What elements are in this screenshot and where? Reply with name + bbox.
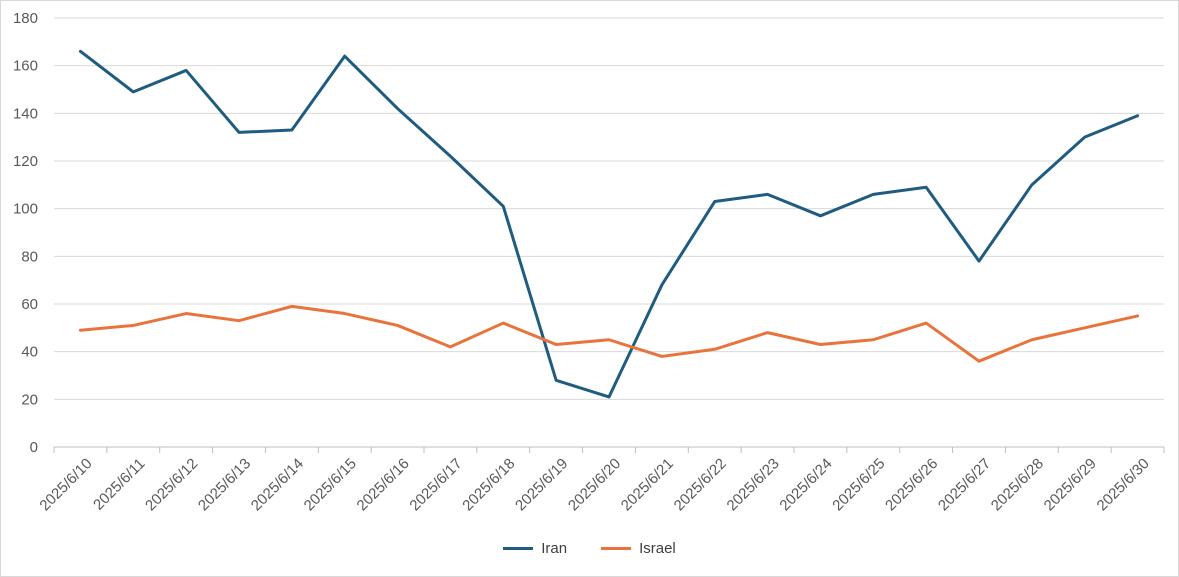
- x-tick-label: 2025/6/14: [248, 455, 307, 514]
- x-tick-label: 2025/6/13: [195, 455, 254, 514]
- x-tick-label: 2025/6/11: [90, 455, 148, 513]
- y-tick-label: 60: [21, 296, 38, 313]
- x-tick-label: 2025/6/24: [776, 455, 835, 514]
- series-line-israel: [78, 304, 1140, 363]
- series-line-iran: [78, 49, 1140, 399]
- y-tick-label: 40: [21, 344, 38, 361]
- series-lines: [78, 49, 1140, 399]
- y-tick-label: 100: [13, 201, 38, 218]
- x-tick-label: 2025/6/23: [724, 455, 783, 514]
- x-axis: 2025/6/102025/6/112025/6/122025/6/132025…: [36, 447, 1165, 514]
- legend-label-israel: Israel: [639, 540, 676, 557]
- y-axis: 0 20 40 60 80 100 120 140 160 180: [13, 10, 38, 456]
- legend-label-iran: Iran: [541, 540, 568, 557]
- x-tick-label: 2025/6/25: [829, 455, 888, 514]
- y-tick-label: 0: [30, 439, 38, 456]
- y-tick-label: 20: [21, 391, 38, 408]
- legend-swatch-iran: [503, 547, 534, 550]
- x-tick-label: 2025/6/17: [406, 455, 465, 514]
- y-tick-label: 80: [21, 248, 38, 265]
- x-tick-label: 2025/6/16: [354, 455, 413, 514]
- legend-item-iran: Iran: [503, 540, 567, 557]
- legend-swatch-israel: [601, 547, 632, 550]
- legend-item-israel: Israel: [601, 540, 676, 557]
- y-tick-label: 140: [13, 105, 38, 122]
- x-tick-label: 2025/6/19: [512, 455, 571, 514]
- y-tick-label: 180: [13, 10, 38, 27]
- x-tick-label: 2025/6/28: [988, 455, 1047, 514]
- x-tick-label: 2025/6/10: [36, 455, 95, 514]
- y-tick-label: 120: [13, 153, 38, 170]
- x-tick-label: 2025/6/15: [301, 455, 360, 514]
- x-tick-label: 2025/6/27: [935, 455, 994, 514]
- x-tick-label: 2025/6/22: [671, 455, 730, 514]
- x-tick-label: 2025/6/20: [565, 455, 624, 514]
- legend: Iran Israel: [0, 540, 1179, 557]
- y-tick-label: 160: [13, 58, 38, 75]
- x-tick-label: 2025/6/12: [142, 455, 201, 514]
- x-tick-label: 2025/6/21: [618, 455, 677, 514]
- x-tick-label: 2025/6/18: [459, 455, 518, 514]
- gridlines: [54, 17, 1164, 448]
- x-tick-label: 2025/6/26: [882, 455, 941, 514]
- x-tick-label: 2025/6/29: [1041, 455, 1100, 514]
- x-tick-label: 2025/6/30: [1094, 455, 1153, 514]
